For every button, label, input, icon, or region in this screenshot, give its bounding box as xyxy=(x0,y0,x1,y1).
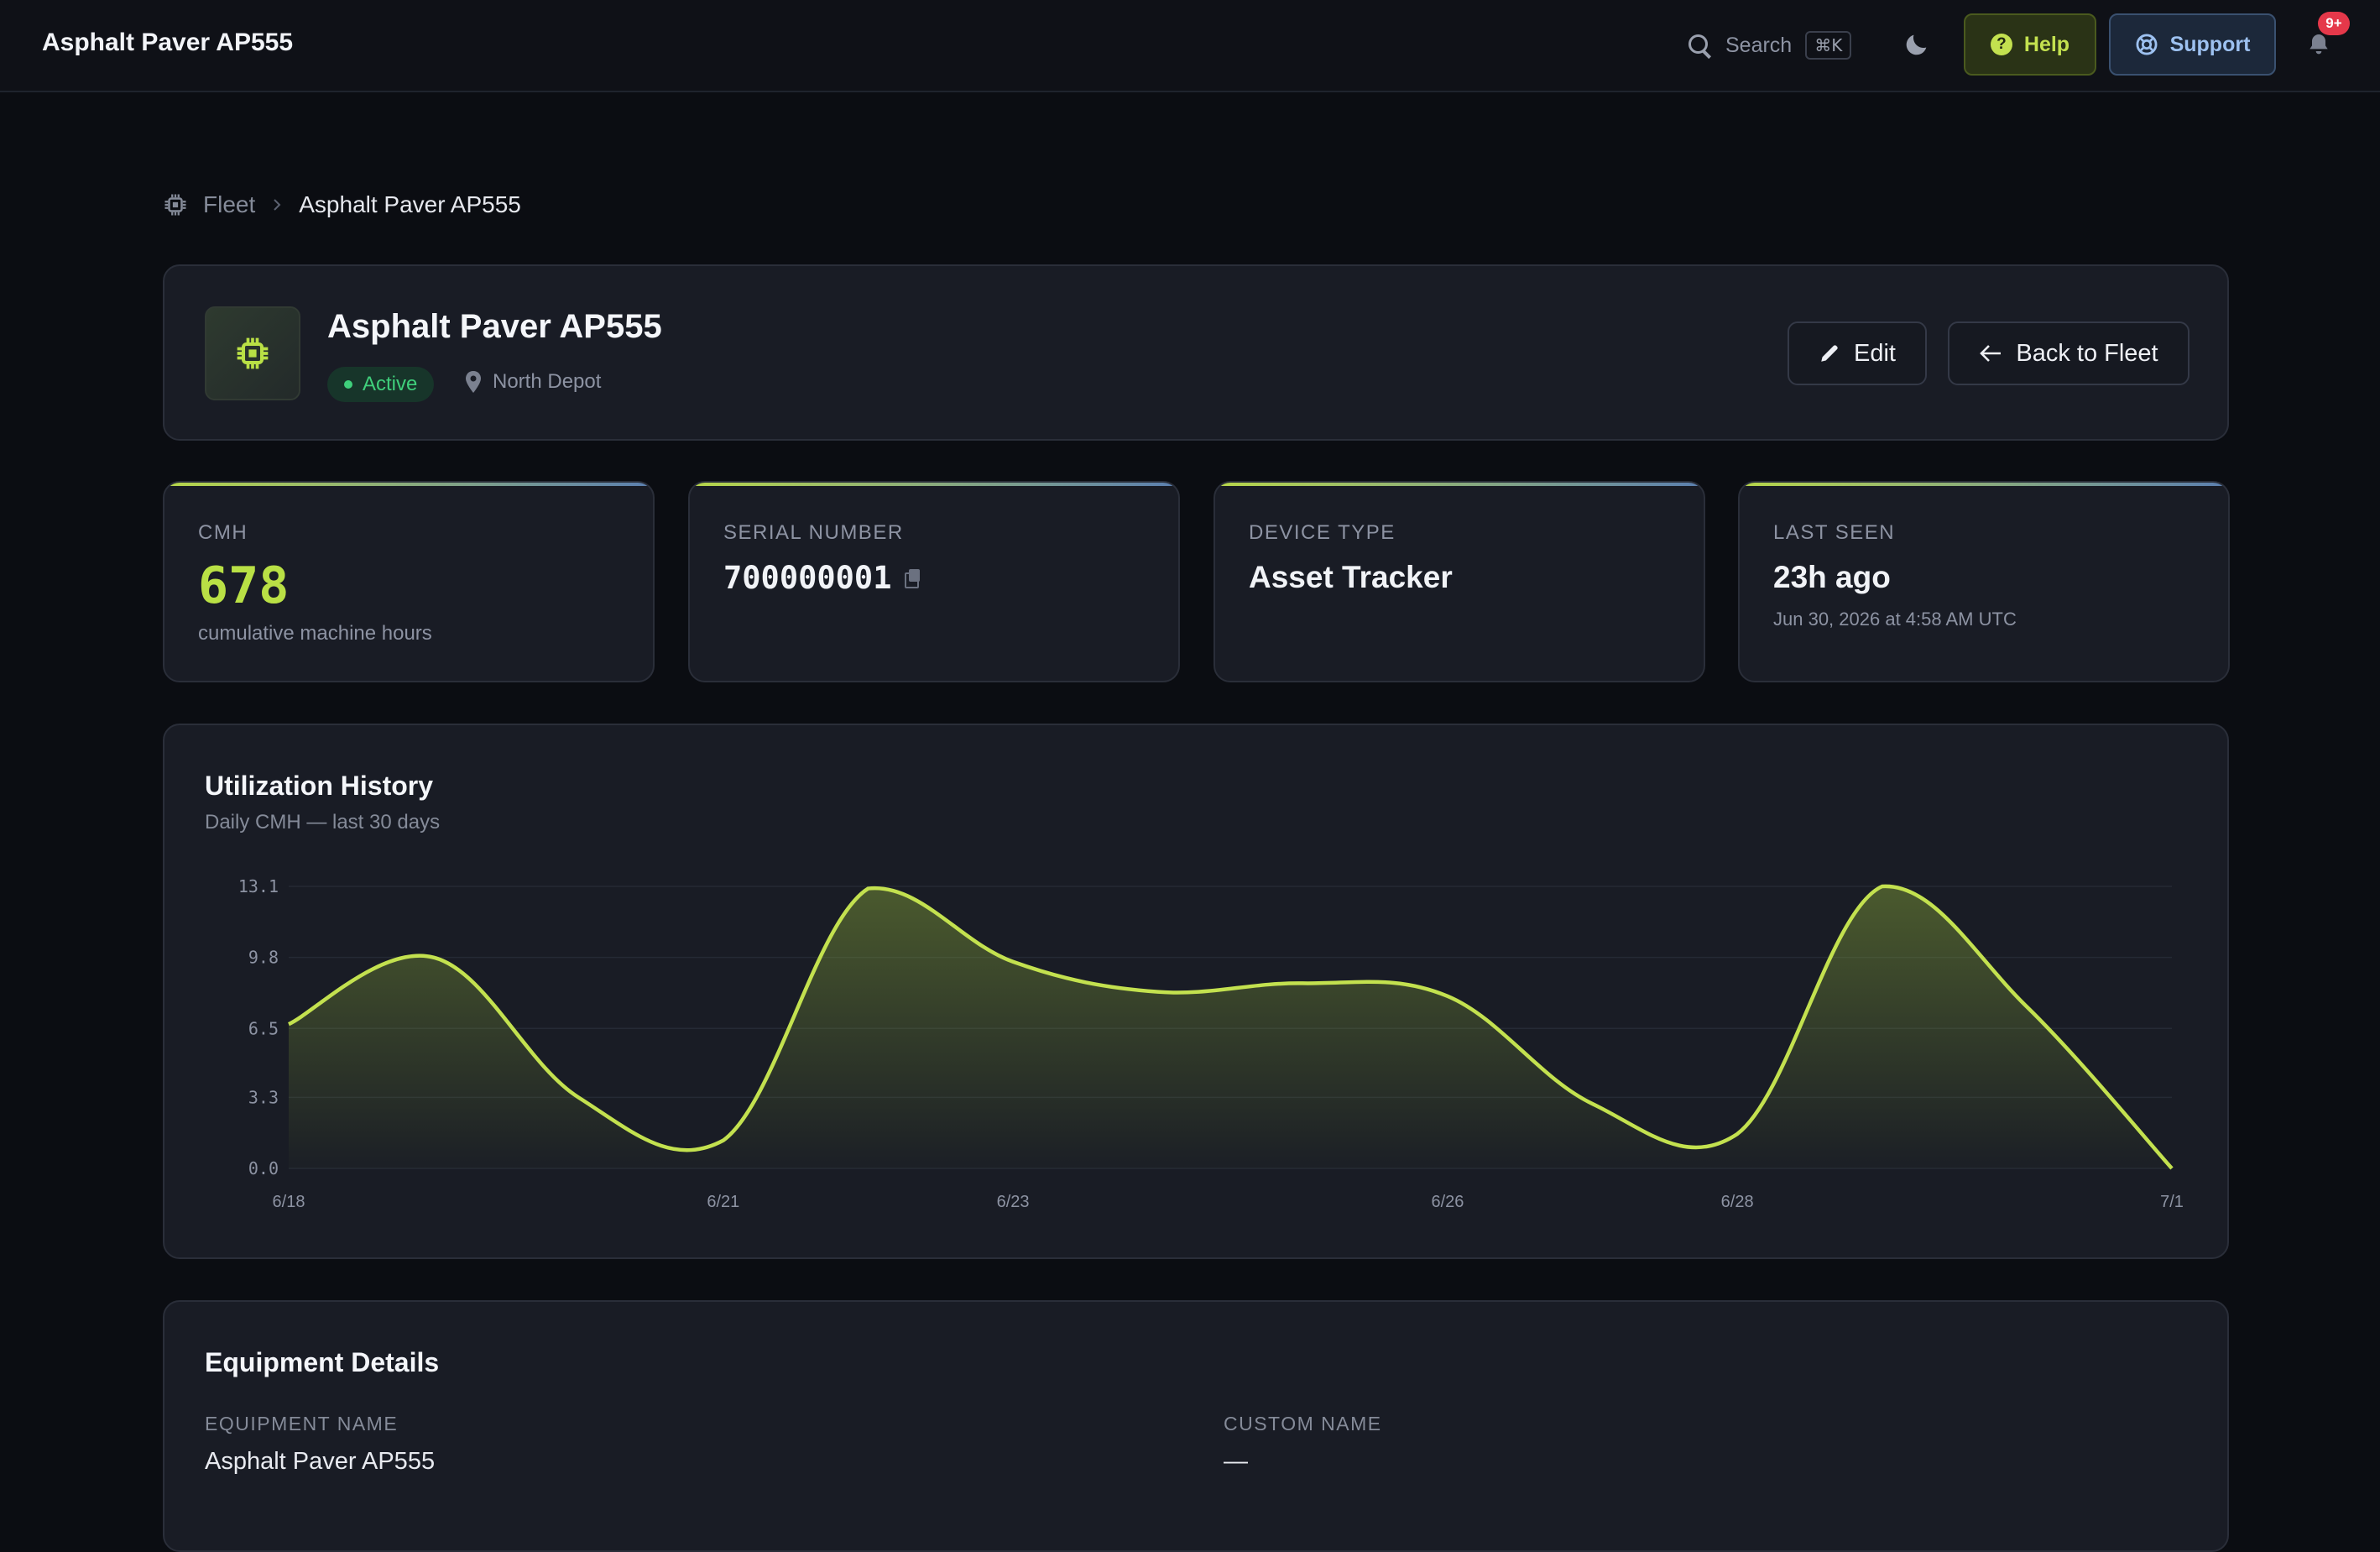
x-tick-label: 6/23 xyxy=(997,1193,1030,1211)
serial-label: SERIAL NUMBER xyxy=(723,521,904,544)
device-type-label: DEVICE TYPE xyxy=(1249,521,1396,544)
x-tick-label: 6/21 xyxy=(707,1193,739,1211)
edit-button[interactable]: Edit xyxy=(1788,321,1927,385)
breadcrumb: Fleet Asphalt Paver AP555 xyxy=(163,191,521,218)
y-tick-label: 6.5 xyxy=(248,1018,279,1038)
back-to-fleet-button[interactable]: Back to Fleet xyxy=(1948,321,2189,385)
notification-badge: 9+ xyxy=(2318,12,2350,35)
edit-label: Edit xyxy=(1854,339,1896,367)
moon-icon[interactable] xyxy=(1902,30,1931,59)
pencil-icon xyxy=(1821,345,1838,362)
last-seen-stat-card: LAST SEEN 23h ago Jun 30, 2026 at 4:58 A… xyxy=(1738,481,2230,682)
device-title: Asphalt Paver AP555 xyxy=(327,308,662,345)
search-shortcut: ⌘K xyxy=(1805,31,1852,60)
equipment-name-value: Asphalt Paver AP555 xyxy=(205,1448,436,1475)
support-label: Support xyxy=(2169,32,2251,56)
cmh-value: 678 xyxy=(198,557,290,615)
status-dot xyxy=(344,380,352,389)
last-seen-label: LAST SEEN xyxy=(1773,521,1896,544)
device-header-card: Asphalt Paver AP555 Active North Depot E… xyxy=(163,264,2229,441)
chip-icon xyxy=(237,337,269,369)
arrow-left-icon xyxy=(1980,345,2002,362)
device-type-stat-card: DEVICE TYPE Asset Tracker xyxy=(1213,481,1705,682)
back-label: Back to Fleet xyxy=(2016,339,2158,367)
chart-title: Utilization History xyxy=(205,771,434,801)
map-pin-icon xyxy=(466,371,481,393)
equipment-details-card: Equipment Details EQUIPMENT NAME Asphalt… xyxy=(163,1300,2229,1552)
details-title: Equipment Details xyxy=(205,1347,440,1377)
y-tick-label: 3.3 xyxy=(248,1087,279,1107)
y-tick-label: 13.1 xyxy=(238,876,279,896)
top-bar: Asphalt Paver AP555 Search ⌘K ? Help Sup… xyxy=(0,0,2380,92)
x-tick-label: 6/26 xyxy=(1431,1193,1464,1211)
utilization-chart: 0.0 3.3 6.5 9.8 13.1 6/18 6/21 6/23 6/26 6/28 7/1 xyxy=(238,876,2184,1211)
serial-row: 700000001 xyxy=(723,560,921,596)
device-avatar xyxy=(205,306,300,400)
serial-stat-card: SERIAL NUMBER 700000001 xyxy=(688,481,1180,682)
chart-subtitle: Daily CMH — last 30 days xyxy=(205,811,441,833)
cmh-subtext: cumulative machine hours xyxy=(198,622,432,645)
search-label: Search xyxy=(1725,33,1793,57)
cmh-label: CMH xyxy=(198,521,248,544)
device-type-value: Asset Tracker xyxy=(1249,560,1453,594)
last-seen-value: 23h ago xyxy=(1773,560,1891,594)
breadcrumb-current: Asphalt Paver AP555 xyxy=(299,191,521,217)
chip-icon xyxy=(164,194,186,216)
y-tick-label: 0.0 xyxy=(248,1158,279,1178)
cmh-stat-card: CMH 678 cumulative machine hours xyxy=(163,481,655,682)
app-title: Asphalt Paver AP555 xyxy=(42,29,294,56)
location: North Depot xyxy=(464,370,601,394)
copy-icon[interactable] xyxy=(905,568,921,588)
last-seen-timestamp: Jun 30, 2026 at 4:58 AM UTC xyxy=(1773,609,2017,630)
x-tick-label: 6/18 xyxy=(273,1193,305,1211)
question-icon: ? xyxy=(1990,34,2012,55)
series-line xyxy=(288,884,2174,1170)
custom-name-label: CUSTOM NAME xyxy=(1224,1413,1382,1434)
support-button[interactable]: Support xyxy=(2109,13,2276,76)
x-tick-label: 6/28 xyxy=(1721,1193,1754,1211)
search-button[interactable]: Search ⌘K xyxy=(1687,27,1852,64)
location-label: North Depot xyxy=(493,370,602,393)
chart-area xyxy=(289,886,2172,1168)
status-badge: Active xyxy=(327,367,435,402)
serial-value: 700000001 xyxy=(723,560,892,596)
status-label: Active xyxy=(363,373,418,395)
custom-name-value: — xyxy=(1224,1448,1248,1475)
help-label: Help xyxy=(2023,32,2070,56)
chevron-right-icon xyxy=(274,199,281,211)
breadcrumb-fleet-link[interactable]: Fleet xyxy=(203,191,256,217)
lifebuoy-icon xyxy=(2136,34,2158,55)
x-tick-label: 7/1 xyxy=(2160,1193,2184,1211)
utilization-chart-card: Utilization History Daily CMH — last 30 … xyxy=(163,724,2229,1259)
equipment-name-label: EQUIPMENT NAME xyxy=(205,1413,399,1434)
bell-icon[interactable] xyxy=(2305,30,2332,59)
help-button[interactable]: ? Help xyxy=(1964,13,2096,76)
search-icon xyxy=(1687,33,1712,58)
y-tick-label: 9.8 xyxy=(248,948,279,968)
